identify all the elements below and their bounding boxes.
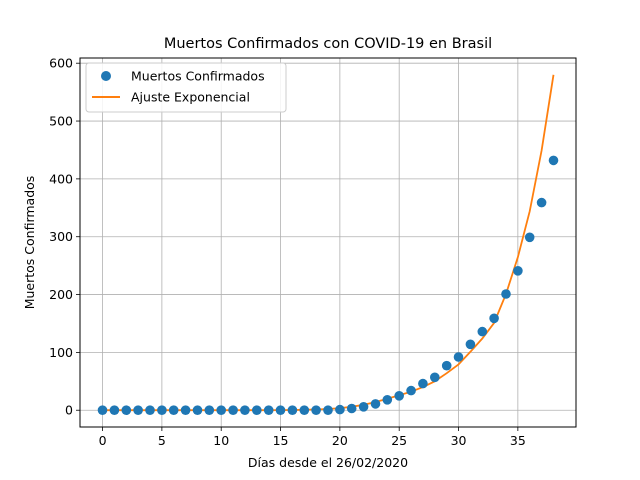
data-point <box>216 405 226 416</box>
y-tick-label: 600 <box>49 56 73 71</box>
legend-box <box>85 62 287 113</box>
data-point <box>489 313 499 324</box>
x-axis-label: Días desde el 26/02/2020 <box>248 455 408 470</box>
data-point <box>323 405 333 416</box>
y-tick-label: 200 <box>49 287 73 302</box>
y-axis-label: Muertos Confirmados <box>22 176 37 310</box>
data-point <box>240 405 250 416</box>
data-point <box>311 405 321 416</box>
y-axis: 0 100 200 300 400 500 600 <box>49 56 80 418</box>
legend-label-scatter: Muertos Confirmados <box>131 69 265 84</box>
data-point <box>548 155 559 166</box>
data-point <box>251 405 262 416</box>
x-tick-label: 20 <box>332 433 348 448</box>
data-point <box>299 405 310 416</box>
legend-marker-scatter <box>101 71 111 81</box>
data-point <box>145 405 155 416</box>
data-point <box>358 402 369 412</box>
data-point <box>109 405 120 416</box>
data-point <box>536 197 547 208</box>
data-point <box>418 378 428 389</box>
chart-title: Muertos Confirmados con COVID-19 en Bras… <box>164 36 492 52</box>
data-point <box>513 266 523 276</box>
data-point <box>287 405 298 416</box>
x-tick-label: 35 <box>510 433 526 448</box>
data-point <box>97 405 108 416</box>
legend-label-line: Ajuste Exponencial <box>131 90 250 105</box>
data-point <box>524 232 535 243</box>
x-tick-label: 15 <box>273 433 289 448</box>
data-point <box>192 405 203 416</box>
data-point <box>180 405 191 416</box>
y-tick-label: 0 <box>65 403 73 418</box>
data-point <box>453 352 464 362</box>
x-tick-label: 5 <box>158 433 166 448</box>
data-point <box>121 405 132 416</box>
data-point <box>501 289 511 299</box>
data-point <box>477 326 488 337</box>
data-point <box>430 372 440 383</box>
data-point <box>263 405 274 416</box>
y-tick-label: 400 <box>49 171 73 186</box>
data-point <box>168 405 179 416</box>
data-point <box>204 405 215 416</box>
data-point <box>465 339 476 350</box>
scatter-series <box>97 155 559 416</box>
data-point <box>228 405 238 416</box>
data-point <box>382 395 393 405</box>
y-tick-label: 500 <box>49 114 73 129</box>
data-point <box>370 399 381 409</box>
plot-frame <box>79 57 577 428</box>
data-point <box>335 404 345 415</box>
x-tick-label: 30 <box>451 433 467 448</box>
data-point <box>441 360 452 371</box>
data-point <box>275 405 286 416</box>
data-point <box>346 403 357 414</box>
x-tick-label: 25 <box>391 433 407 448</box>
legend: Muertos Confirmados Ajuste Exponencial <box>85 62 287 113</box>
data-point <box>394 391 405 401</box>
x-tick-label: 10 <box>213 433 229 448</box>
y-tick-label: 100 <box>49 345 73 360</box>
data-point <box>406 385 416 396</box>
y-tick-label: 300 <box>49 229 73 244</box>
x-tick-label: 0 <box>99 433 107 448</box>
data-point <box>157 405 167 416</box>
x-axis: 0 5 10 15 20 25 30 35 <box>99 427 526 448</box>
data-point <box>133 405 143 416</box>
